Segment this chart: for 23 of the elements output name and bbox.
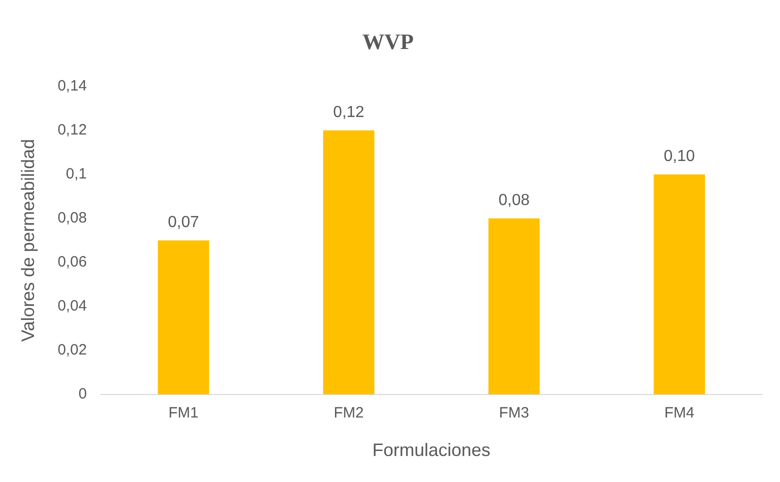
x-tick-label: FM3 bbox=[499, 404, 530, 422]
x-tick-label: FM4 bbox=[664, 404, 694, 422]
bar bbox=[158, 240, 210, 394]
data-label: 0,07 bbox=[168, 214, 200, 231]
y-tick-label: 0,04 bbox=[58, 298, 87, 315]
bar bbox=[654, 174, 705, 394]
data-label: 0,12 bbox=[333, 104, 364, 121]
y-tick-label: 0,06 bbox=[58, 254, 87, 271]
data-label: 0,08 bbox=[498, 192, 530, 209]
y-tick-label: 0,08 bbox=[58, 210, 87, 227]
data-label: 0,10 bbox=[664, 148, 696, 165]
x-axis-title: Formulaciones bbox=[372, 440, 490, 460]
x-tick-label: FM2 bbox=[334, 404, 364, 422]
x-tick-label: FM1 bbox=[168, 404, 198, 422]
y-tick-label: 0,02 bbox=[58, 342, 87, 359]
y-tick-label: 0 bbox=[78, 386, 87, 403]
y-tick-label: 0,12 bbox=[58, 122, 87, 139]
bar bbox=[323, 130, 374, 394]
y-tick-label: 0,1 bbox=[66, 166, 87, 183]
bar bbox=[488, 218, 540, 394]
y-axis-title: Valores de permeabilidad bbox=[18, 139, 38, 342]
y-tick-label: 0,14 bbox=[58, 78, 87, 95]
chart-title: WVP bbox=[362, 28, 414, 54]
